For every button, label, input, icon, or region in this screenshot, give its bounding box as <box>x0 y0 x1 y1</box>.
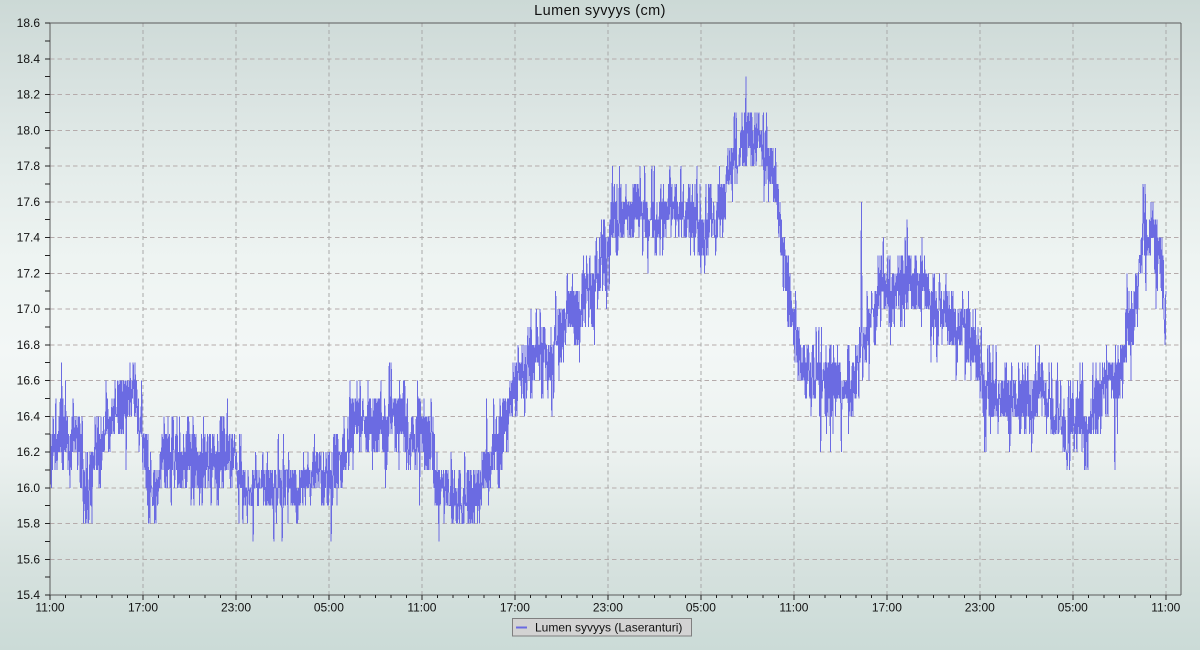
svg-text:16.4: 16.4 <box>17 410 41 424</box>
svg-text:23:00: 23:00 <box>221 601 251 615</box>
svg-text:05:00: 05:00 <box>314 601 344 615</box>
svg-text:17:00: 17:00 <box>128 601 158 615</box>
svg-text:18.4: 18.4 <box>17 52 41 66</box>
svg-text:17.6: 17.6 <box>17 195 41 209</box>
svg-text:23:00: 23:00 <box>593 601 623 615</box>
svg-text:16.8: 16.8 <box>17 338 41 352</box>
svg-text:11:00: 11:00 <box>35 601 64 615</box>
svg-text:Lumen syvyys (cm): Lumen syvyys (cm) <box>534 3 666 19</box>
svg-text:17:00: 17:00 <box>500 601 530 615</box>
svg-text:15.6: 15.6 <box>17 553 41 567</box>
svg-text:16.6: 16.6 <box>17 374 41 388</box>
svg-text:05:00: 05:00 <box>1058 601 1088 615</box>
svg-text:17.0: 17.0 <box>17 302 41 316</box>
svg-text:05:00: 05:00 <box>686 601 716 615</box>
svg-text:11:00: 11:00 <box>779 601 808 615</box>
svg-text:11:00: 11:00 <box>407 601 436 615</box>
svg-text:16.0: 16.0 <box>17 481 41 495</box>
svg-text:18.6: 18.6 <box>17 16 41 30</box>
svg-text:15.8: 15.8 <box>17 517 41 531</box>
svg-text:17:00: 17:00 <box>872 601 902 615</box>
svg-text:23:00: 23:00 <box>965 601 995 615</box>
svg-text:18.0: 18.0 <box>17 124 41 138</box>
svg-text:17.4: 17.4 <box>17 231 41 245</box>
svg-text:15.4: 15.4 <box>17 588 41 602</box>
svg-text:16.2: 16.2 <box>17 445 41 459</box>
svg-text:11:00: 11:00 <box>1151 601 1180 615</box>
svg-text:17.8: 17.8 <box>17 159 41 173</box>
svg-text:17.2: 17.2 <box>17 267 41 281</box>
svg-text:18.2: 18.2 <box>17 88 41 102</box>
svg-text:Lumen syvyys (Laseranturi): Lumen syvyys (Laseranturi) <box>535 621 682 635</box>
